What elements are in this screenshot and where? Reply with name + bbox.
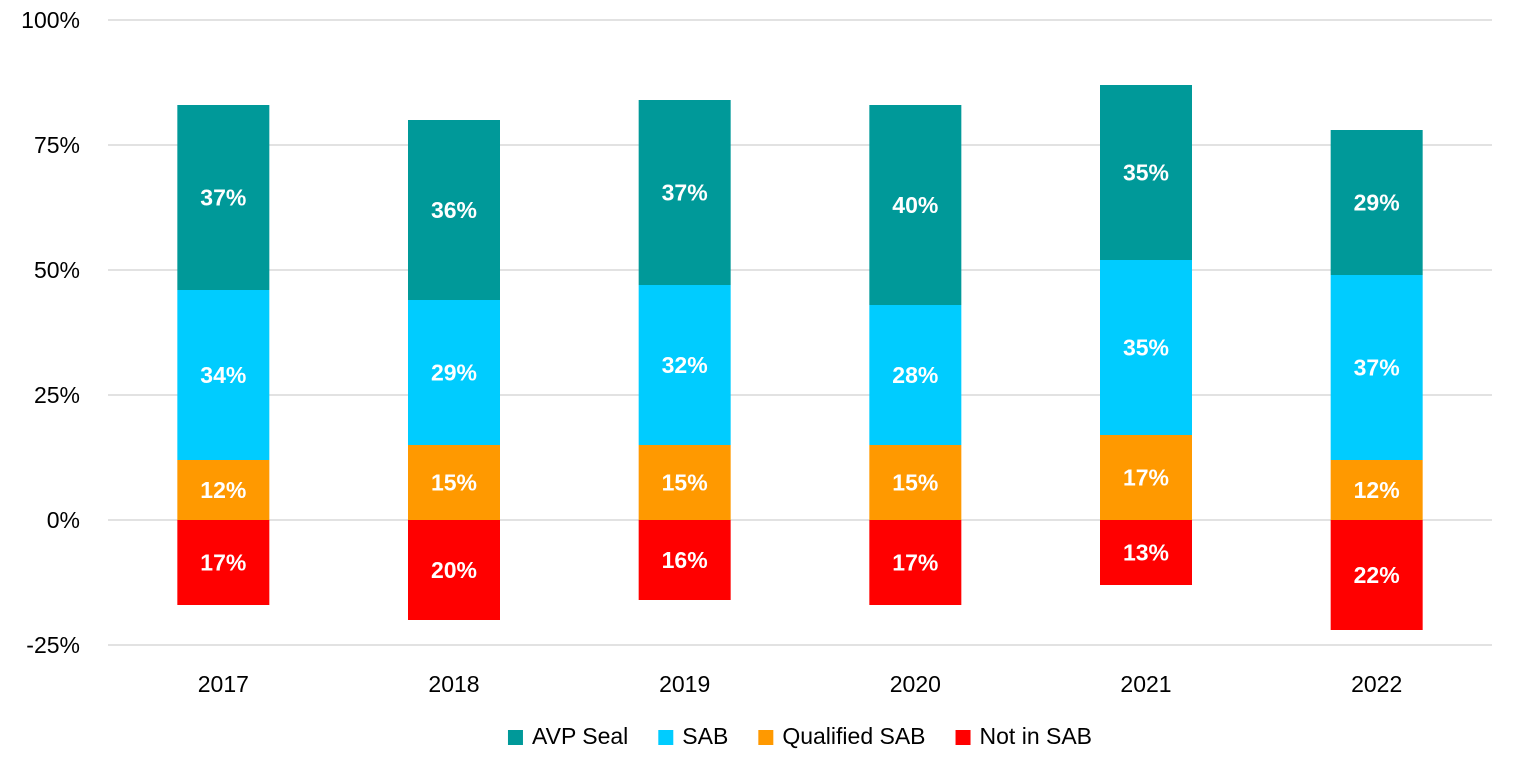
data-label: 12%	[200, 477, 246, 503]
bar-segment-sab	[177, 290, 270, 460]
bar-segment-not-in-sab	[1330, 520, 1423, 630]
data-label: 29%	[431, 360, 477, 386]
bar-segment-qualified-sab	[1330, 460, 1423, 520]
data-label: 15%	[662, 470, 708, 496]
data-label: 36%	[431, 197, 477, 223]
legend-swatch	[758, 730, 774, 745]
bar-segment-not-in-sab	[177, 520, 270, 605]
data-label: 22%	[1354, 562, 1400, 588]
x-tick-label: 2019	[659, 671, 710, 697]
bar-segment-not-in-sab	[1100, 520, 1192, 585]
bar-segment-qualified-sab	[638, 445, 731, 520]
x-tick-label: 2017	[198, 671, 249, 697]
bar-segment-avp-seal	[177, 105, 270, 290]
bar-segment-sab	[638, 285, 731, 445]
y-tick-label: 25%	[34, 382, 80, 408]
bar-segment-not-in-sab	[408, 520, 500, 620]
bar-segment-sab	[408, 300, 500, 445]
legend-label: Not in SAB	[980, 723, 1093, 749]
bar-segment-qualified-sab	[869, 445, 962, 520]
y-tick-label: 0%	[47, 507, 80, 533]
x-tick-label: 2022	[1351, 671, 1402, 697]
data-label: 12%	[1354, 477, 1400, 503]
legend-label: AVP Seal	[532, 723, 628, 749]
legend: AVP Seal SAB Qualified SAB Not in SAB	[507, 723, 1093, 749]
data-label: 28%	[892, 362, 938, 388]
bar-segment-not-in-sab	[638, 520, 731, 600]
data-label: 17%	[1123, 465, 1169, 491]
data-label: 37%	[200, 185, 246, 211]
y-tick-label: -25%	[26, 632, 80, 658]
y-axis-tick-labels: -25% 0% 25% 50% 75% 100%	[21, 7, 80, 658]
bar-segment-sab	[1100, 260, 1192, 435]
bar-segment-avp-seal	[1100, 85, 1192, 260]
bar-segment-avp-seal	[638, 100, 731, 285]
bar-segment-qualified-sab	[1100, 435, 1192, 520]
legend-swatch	[658, 730, 674, 745]
data-label: 37%	[662, 180, 708, 206]
data-label: 37%	[1354, 355, 1400, 381]
x-tick-label: 2021	[1120, 671, 1171, 697]
bar-segment-not-in-sab	[869, 520, 962, 605]
data-label: 15%	[431, 470, 477, 496]
bar-segment-avp-seal	[869, 105, 962, 305]
legend-label: Qualified SAB	[782, 723, 925, 749]
legend-swatch	[955, 730, 971, 745]
data-label: 35%	[1123, 160, 1169, 186]
bar-segment-avp-seal	[408, 120, 500, 300]
data-label: 35%	[1123, 335, 1169, 361]
y-tick-label: 50%	[34, 257, 80, 283]
data-label: 15%	[892, 470, 938, 496]
data-label: 34%	[200, 362, 246, 388]
y-tick-label: 75%	[34, 132, 80, 158]
bar-segment-sab	[1330, 275, 1423, 460]
bars	[177, 85, 1423, 630]
bar-segment-qualified-sab	[177, 460, 270, 520]
data-label: 17%	[892, 550, 938, 576]
legend-label: SAB	[682, 723, 728, 749]
gridlines	[108, 19, 1492, 646]
y-tick-label: 100%	[21, 7, 80, 33]
x-axis-tick-labels: 2017 2018 2019 2020 2021 2022	[198, 671, 1403, 697]
x-tick-label: 2018	[428, 671, 479, 697]
bar-segment-sab	[869, 305, 962, 445]
data-label: 32%	[662, 352, 708, 378]
legend-swatch	[507, 730, 523, 745]
x-tick-label: 2020	[890, 671, 941, 697]
data-label: 29%	[1354, 190, 1400, 216]
bar-segment-avp-seal	[1330, 130, 1423, 275]
data-labels: 17% 12% 34% 37% 20% 15% 29% 36% 16% 15% 32% 37% 17% 1…	[200, 160, 1399, 589]
data-label: 17%	[200, 550, 246, 576]
data-label: 13%	[1123, 540, 1169, 566]
bar-segment-qualified-sab	[408, 445, 500, 520]
data-label: 20%	[431, 557, 477, 583]
data-label: 16%	[662, 547, 708, 573]
data-label: 40%	[892, 192, 938, 218]
